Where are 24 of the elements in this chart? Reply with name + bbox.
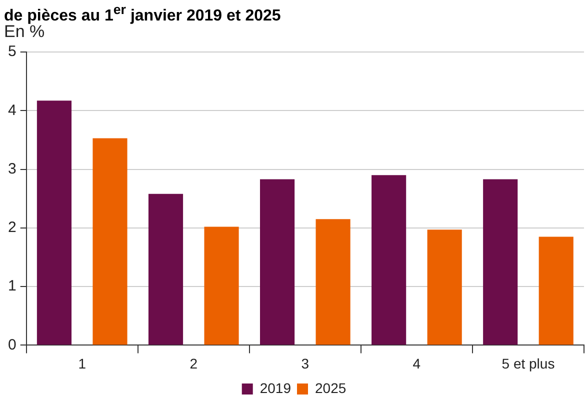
bar [204, 226, 239, 345]
x-tick-label: 2 [190, 355, 198, 372]
y-tick-label: 4 [8, 102, 16, 119]
bar [260, 179, 295, 345]
legend-label: 2025 [315, 380, 346, 396]
x-tick-label: 5 et plus [502, 355, 555, 372]
y-tick-label: 5 [8, 43, 16, 60]
y-tick-label: 3 [8, 160, 16, 178]
bar [316, 219, 350, 345]
y-tick-label: 0 [8, 336, 16, 354]
bar [538, 236, 574, 345]
x-tick-label: 4 [412, 355, 421, 372]
bar [36, 100, 72, 345]
bar [148, 194, 184, 345]
chart-title: de pièces au 1$^{er}$ janvier 2019 et 2025 [3, 1, 282, 24]
x-tick-label: 1 [78, 355, 86, 372]
bar [427, 230, 462, 345]
bar [483, 179, 518, 345]
y-tick-label: 1 [8, 278, 16, 295]
y-tick-label: 2 [8, 219, 16, 236]
legend-label: 2019 [260, 380, 292, 396]
bar [92, 138, 128, 345]
x-tick-label: 3 [301, 355, 310, 372]
bar [372, 175, 406, 345]
